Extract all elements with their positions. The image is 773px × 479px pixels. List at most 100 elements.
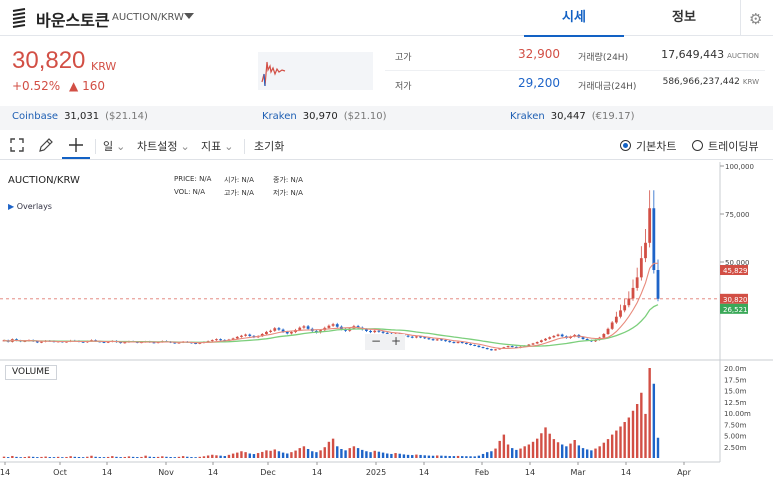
volume-bar [431, 455, 435, 458]
candle [560, 334, 564, 337]
volume-bar [273, 449, 276, 458]
volume-bar [206, 455, 210, 458]
exchange-item[interactable]: Coinbase 31,031 ($21.14) [12, 111, 148, 122]
candle [548, 337, 552, 339]
overlays-toggle[interactable]: ▶ Overlays [8, 202, 52, 211]
volume-bar [102, 457, 106, 458]
volume-bar [161, 456, 164, 458]
volume-bar [610, 434, 614, 458]
pencil-icon[interactable] [38, 138, 53, 153]
volume-tick-label: 15.0m [724, 388, 747, 396]
volume-bar [127, 456, 131, 458]
price-tick-label: 50,000 [725, 259, 750, 267]
candle [439, 339, 443, 341]
volume-bar [198, 456, 201, 458]
price-marker-badge [720, 293, 748, 304]
candle [444, 340, 447, 342]
candle [652, 208, 656, 271]
divider [385, 70, 765, 71]
volume-bar [23, 457, 27, 458]
candle [290, 332, 293, 334]
coin-pair[interactable]: AUCTION/KRW [112, 12, 184, 23]
candle [481, 347, 485, 349]
volume-tick-label: 17.5m [724, 376, 747, 384]
volume-bar [590, 450, 593, 458]
candle [277, 328, 281, 330]
volume-bar [6, 457, 10, 458]
volume-bar [15, 456, 18, 458]
volume-bar [11, 455, 14, 458]
price-unit: KRW [91, 60, 117, 73]
zoom-out-button[interactable]: − [371, 334, 382, 348]
volume-bar [423, 455, 426, 458]
volume-bar [386, 453, 389, 458]
volume-bar [486, 452, 489, 458]
gear-icon[interactable]: ⚙ [749, 10, 763, 28]
volume-bar [69, 456, 72, 458]
volume-bar [31, 456, 35, 458]
period-select[interactable]: 일 ⌄ [103, 138, 125, 154]
time-tick-label: Dec [260, 468, 275, 477]
volume-bar [27, 456, 31, 458]
volume-bar [585, 449, 589, 458]
price-chart[interactable]: 100,000 75,000 50,000 20.0m 17.5m 15.0m 12.5m 1… [0, 162, 773, 479]
exchange-item[interactable]: Kraken 30,970 ($21.10) [262, 111, 387, 122]
volume-bar [140, 456, 143, 458]
candle [102, 341, 106, 343]
candle [423, 337, 427, 339]
candle [248, 334, 252, 336]
volume-bar [469, 456, 472, 458]
divider [95, 139, 96, 154]
basic-chart-radio[interactable] [620, 140, 631, 151]
candle [285, 331, 289, 334]
exchange-name: Coinbase [12, 111, 59, 122]
chevron-down-icon[interactable] [184, 13, 194, 19]
volume-bar [19, 457, 22, 458]
tab-info[interactable]: 정보 [672, 10, 696, 25]
tradingview-label[interactable]: 트레이딩뷰 [708, 140, 759, 153]
volume-bar [311, 451, 314, 458]
volume-bar [240, 451, 243, 458]
crosshair-icon[interactable] [69, 138, 83, 152]
volume-bar [265, 450, 268, 458]
volume-bar [444, 455, 447, 458]
basic-chart-label[interactable]: 기본차트 [636, 140, 677, 153]
chart-settings-select[interactable]: 차트설정 ⌄ [137, 138, 190, 154]
volume-bar [61, 457, 64, 458]
indicators-select[interactable]: 지표 ⌄ [201, 138, 233, 154]
volume-bar [281, 452, 285, 458]
tab-quote[interactable]: 시세 [524, 0, 624, 37]
low-value: 29,200 [518, 76, 560, 90]
volume-bar [477, 455, 481, 458]
candle [302, 326, 306, 328]
volume-panel-label: VOLUME [5, 365, 57, 380]
candle [535, 342, 539, 344]
reset-button[interactable]: 초기화 [254, 140, 285, 153]
exchange-name: Kraken [510, 111, 545, 122]
candle [606, 328, 610, 334]
volume-bar [244, 452, 247, 458]
time-tick-label: Feb [475, 468, 489, 477]
fullscreen-icon[interactable] [10, 138, 24, 152]
candle [648, 208, 652, 243]
exchange-price: 31,031 [64, 111, 100, 122]
tradingview-radio[interactable] [692, 140, 703, 151]
volume-bar [40, 456, 43, 458]
candle [244, 334, 248, 336]
volume-bar [652, 383, 656, 458]
volume-bar [452, 456, 456, 458]
exchange-item[interactable]: Kraken 30,447 (€19.17) [510, 111, 635, 122]
candle [448, 341, 452, 343]
candle [635, 277, 639, 288]
candle [369, 330, 372, 333]
volume-bar [560, 444, 564, 458]
candle [356, 326, 360, 328]
candle [298, 327, 302, 330]
volume-bar [194, 457, 197, 458]
indicators-label: 지표 [201, 140, 222, 153]
zoom-in-button[interactable]: + [391, 334, 402, 348]
volume-bar [231, 453, 235, 458]
time-tick-label: 14 [208, 468, 218, 477]
candle [119, 342, 123, 344]
coin-name[interactable]: 바운스토큰 [36, 11, 110, 30]
